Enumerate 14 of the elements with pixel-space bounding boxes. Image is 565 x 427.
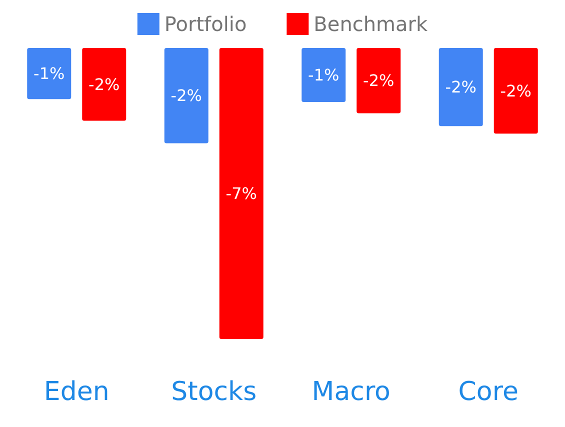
data-label: -1% xyxy=(34,64,65,84)
x-tick-label: Stocks xyxy=(171,377,257,407)
data-label: -2% xyxy=(445,78,476,97)
legend-label: Portfolio xyxy=(164,12,247,36)
x-tick-label: Macro xyxy=(312,377,390,407)
data-label: -2% xyxy=(170,86,202,106)
x-tick-label: Eden xyxy=(44,377,110,407)
x-tick-label: Core xyxy=(458,377,518,407)
data-label: -2% xyxy=(500,81,532,100)
data-label: -7% xyxy=(226,184,257,203)
data-label: -2% xyxy=(363,71,394,90)
data-label: -1% xyxy=(308,66,340,85)
data-label: -2% xyxy=(88,74,120,94)
legend-label: Benchmark xyxy=(314,12,428,36)
